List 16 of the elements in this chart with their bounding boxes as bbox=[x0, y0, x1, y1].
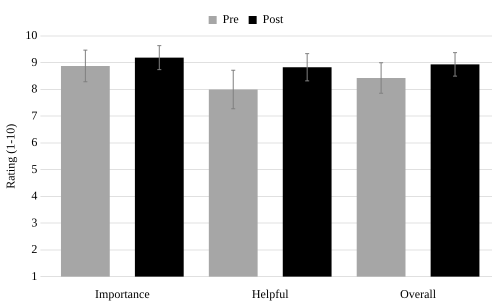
y-tick-label: 10 bbox=[25, 28, 38, 42]
legend-label: Post bbox=[262, 12, 284, 26]
y-tick-label: 4 bbox=[31, 188, 38, 203]
y-tick-label: 5 bbox=[31, 162, 38, 176]
y-tick-label: 8 bbox=[31, 82, 38, 96]
legend-label: Pre bbox=[222, 12, 239, 26]
x-tick-label: Importance bbox=[95, 286, 150, 301]
x-tick-label: Helpful bbox=[252, 286, 290, 301]
y-tick-label: 6 bbox=[31, 135, 38, 150]
x-tick-label: Overall bbox=[400, 286, 437, 301]
y-tick-label: 7 bbox=[31, 108, 38, 122]
y-tick-label: 1 bbox=[31, 268, 38, 283]
y-tick-label: 9 bbox=[31, 54, 38, 69]
y-tick-label: 3 bbox=[31, 215, 38, 230]
y-axis-title: Rating (1-10) bbox=[3, 124, 18, 189]
y-tick-label: 2 bbox=[31, 242, 38, 256]
